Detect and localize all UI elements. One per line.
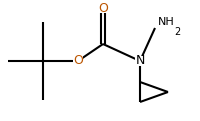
Text: O: O — [98, 1, 107, 15]
Bar — [98, 3, 107, 13]
Text: NH: NH — [157, 17, 174, 27]
Text: O: O — [73, 54, 83, 68]
Bar — [134, 56, 144, 66]
Text: 2: 2 — [173, 27, 179, 37]
Bar — [73, 56, 83, 66]
Text: N: N — [135, 54, 144, 68]
